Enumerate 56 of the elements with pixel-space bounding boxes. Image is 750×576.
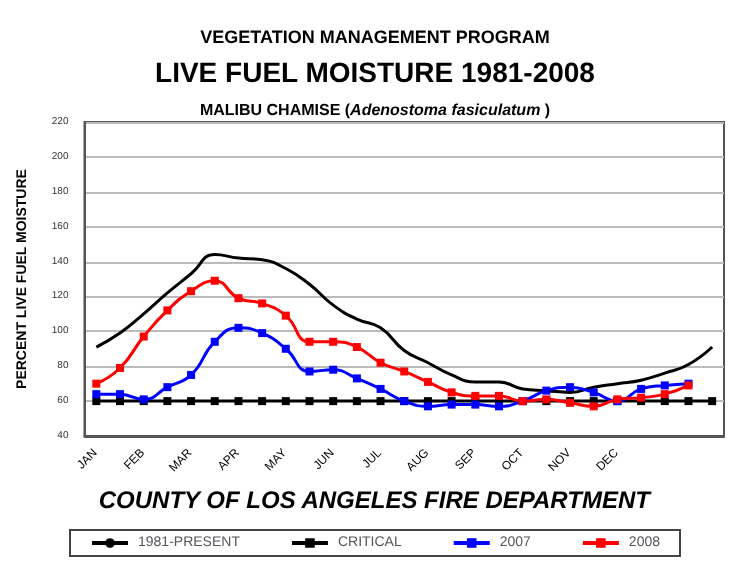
text: VEGETATION MANAGEMENT PROGRAM: [200, 27, 550, 47]
point: [234, 323, 243, 332]
point: [329, 397, 338, 406]
point: [92, 390, 101, 399]
point: [187, 397, 196, 406]
point: [210, 397, 219, 406]
point: [329, 365, 338, 374]
point: [163, 383, 172, 392]
point: [660, 381, 669, 390]
text: COUNTY OF LOS ANGELES FIRE DEPARTMENT: [98, 486, 654, 514]
point: [305, 397, 314, 406]
point: [376, 358, 385, 367]
chart-subtitle: MALIBU CHAMISE (Adenostoma fasiculatum ): [199, 101, 551, 119]
point: [281, 344, 290, 353]
point: [376, 384, 385, 393]
point: [305, 367, 314, 376]
chart-title: LIVE FUEL MOISTURE 1981-2008: [155, 56, 596, 88]
point: [305, 337, 314, 346]
point: [589, 402, 598, 411]
point: [210, 276, 219, 285]
point: [187, 370, 196, 379]
point: [281, 397, 290, 406]
point: [352, 374, 361, 383]
point: [329, 337, 338, 346]
point: [163, 306, 172, 315]
point: [684, 397, 693, 406]
point: [234, 397, 243, 406]
point: [258, 397, 267, 406]
point: [494, 402, 503, 411]
point: [210, 337, 219, 346]
point: [542, 386, 551, 395]
point: [234, 294, 243, 303]
point: [163, 397, 172, 406]
point: [423, 402, 432, 411]
point: [352, 343, 361, 352]
point: [258, 299, 267, 308]
point: [281, 311, 290, 320]
point: [92, 379, 101, 388]
point: [352, 397, 361, 406]
point: [589, 388, 598, 397]
point: [376, 397, 385, 406]
point: [566, 383, 575, 392]
point: [447, 388, 456, 397]
point: [708, 397, 717, 406]
point: [116, 363, 125, 372]
point: [494, 391, 503, 400]
point: [637, 384, 646, 393]
point: [116, 390, 125, 399]
point: [139, 332, 148, 341]
point: [187, 287, 196, 296]
point: [258, 329, 267, 338]
point: [660, 390, 669, 399]
line-series: [94, 253, 714, 394]
point: [423, 377, 432, 386]
point: [400, 367, 409, 376]
point: [471, 391, 480, 400]
